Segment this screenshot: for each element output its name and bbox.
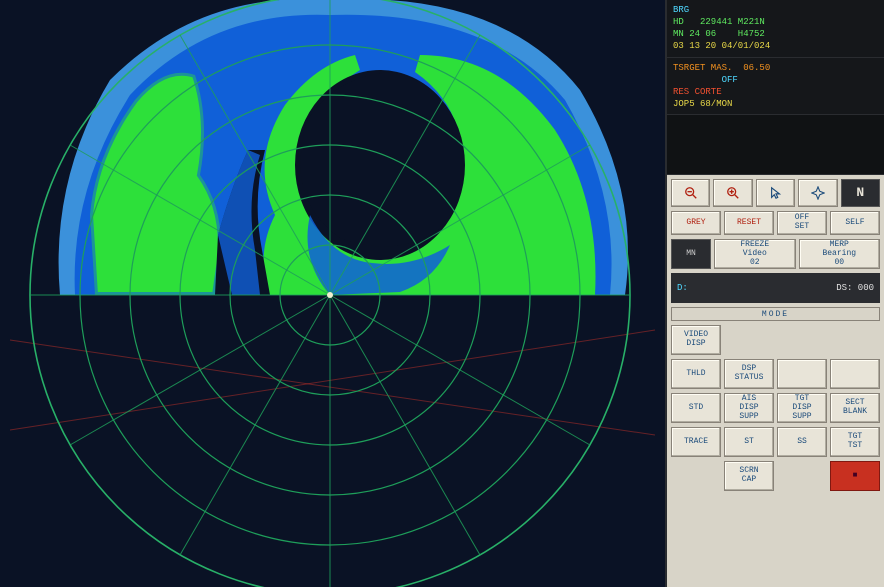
mode-separator: MODE xyxy=(671,307,880,321)
info-block-target: TSRGET MAS. 06.50 OFF RES CORTE JOP5 68/… xyxy=(667,58,884,116)
info-hdg: HD 229441 M221N xyxy=(673,16,878,28)
spacer-block xyxy=(667,115,884,175)
res-line: RES CORTE xyxy=(673,86,878,98)
trace-button[interactable]: TRACE xyxy=(671,427,721,457)
zoom-out-icon xyxy=(684,186,698,200)
grid-row-1: VIDEO DISP xyxy=(671,325,880,355)
target-off: OFF xyxy=(673,74,878,86)
info-block-nav: BRG HD 229441 M221N MN 24 06 H4752 03 13… xyxy=(667,0,884,58)
scrn-cap-label: SCRN CAP xyxy=(739,467,758,485)
info-brg: BRG xyxy=(673,4,878,16)
mark-icon xyxy=(811,186,825,200)
grey-button[interactable]: GREY xyxy=(671,211,721,235)
mark-button[interactable] xyxy=(798,179,837,207)
merp-label: MERP Bearing 00 xyxy=(822,241,856,267)
zoom-in-icon xyxy=(726,186,740,200)
blank-button-a[interactable] xyxy=(777,359,827,389)
freeze-button[interactable]: FREEZE Video 02 xyxy=(714,239,796,269)
radar-scope xyxy=(0,0,665,587)
ais-disp-label: AIS DISP SUPP xyxy=(739,395,758,421)
thld-button[interactable]: THLD xyxy=(671,359,721,389)
offset-button[interactable]: OFF SET xyxy=(777,211,827,235)
grid-row-3: STD AIS DISP SUPP TGT DISP SUPP SECT BLA… xyxy=(671,393,880,423)
north-up-icon: N xyxy=(856,186,864,200)
sect-blank-button[interactable]: SECT BLANK xyxy=(830,393,880,423)
grid-row-4: TRACE ST SS TGT TST xyxy=(671,427,880,457)
st-button[interactable]: ST xyxy=(724,427,774,457)
row-reset: GREY RESET OFF SET SELF xyxy=(671,211,880,235)
target-mas: TSRGET MAS. 06.50 xyxy=(673,62,878,74)
tgt-tst-button[interactable]: TGT TST xyxy=(830,427,880,457)
radar-display xyxy=(0,0,665,587)
video-disp-button[interactable]: VIDEO DISP xyxy=(671,325,721,355)
ais-disp-button[interactable]: AIS DISP SUPP xyxy=(724,393,774,423)
cursor-button[interactable] xyxy=(756,179,795,207)
north-up-button[interactable]: N xyxy=(841,179,880,207)
blank-button-b[interactable] xyxy=(830,359,880,389)
merp-button[interactable]: MERP Bearing 00 xyxy=(799,239,881,269)
self-button[interactable]: SELF xyxy=(830,211,880,235)
zoom-out-button[interactable] xyxy=(671,179,710,207)
dsp-status-button[interactable]: DSP STATUS xyxy=(724,359,774,389)
row-freeze: MN FREEZE Video 02 MERP Bearing 00 xyxy=(671,239,880,269)
scrn-cap-button[interactable]: SCRN CAP xyxy=(724,461,774,491)
jops-line: JOP5 68/MON xyxy=(673,98,878,110)
tgt-tst-label: TGT TST xyxy=(848,433,862,451)
status-d: D: xyxy=(677,283,688,293)
zoom-in-button[interactable] xyxy=(713,179,752,207)
side-panel: BRG HD 229441 M221N MN 24 06 H4752 03 13… xyxy=(665,0,884,587)
info-time: 03 13 20 04/01/024 xyxy=(673,40,878,52)
alert-button[interactable]: ■ xyxy=(830,461,880,491)
tgt-disp-label: TGT DISP SUPP xyxy=(792,395,811,421)
dsp-status-label: DSP STATUS xyxy=(735,365,764,383)
status-strip: D: DS: 000 xyxy=(671,273,880,303)
cursor-icon xyxy=(769,186,783,200)
ss-button[interactable]: SS xyxy=(777,427,827,457)
reset-button[interactable]: RESET xyxy=(724,211,774,235)
grid-row-5: SCRN CAP ■ xyxy=(671,461,880,491)
offset-label: OFF SET xyxy=(795,214,809,232)
control-panel: N GREY RESET OFF SET SELF MN FREEZE Vide… xyxy=(667,175,884,587)
status-ds: DS: 000 xyxy=(836,283,874,293)
video-disp-label: VIDEO DISP xyxy=(684,331,708,349)
info-mn: MN 24 06 H4752 xyxy=(673,28,878,40)
toolbar-row: N xyxy=(671,179,880,207)
std-button[interactable]: STD xyxy=(671,393,721,423)
freeze-label: FREEZE Video 02 xyxy=(740,241,769,267)
sect-blank-label: SECT BLANK xyxy=(843,399,867,417)
grid-row-2: THLD DSP STATUS xyxy=(671,359,880,389)
tgt-disp-button[interactable]: TGT DISP SUPP xyxy=(777,393,827,423)
mn-button[interactable]: MN xyxy=(671,239,711,269)
